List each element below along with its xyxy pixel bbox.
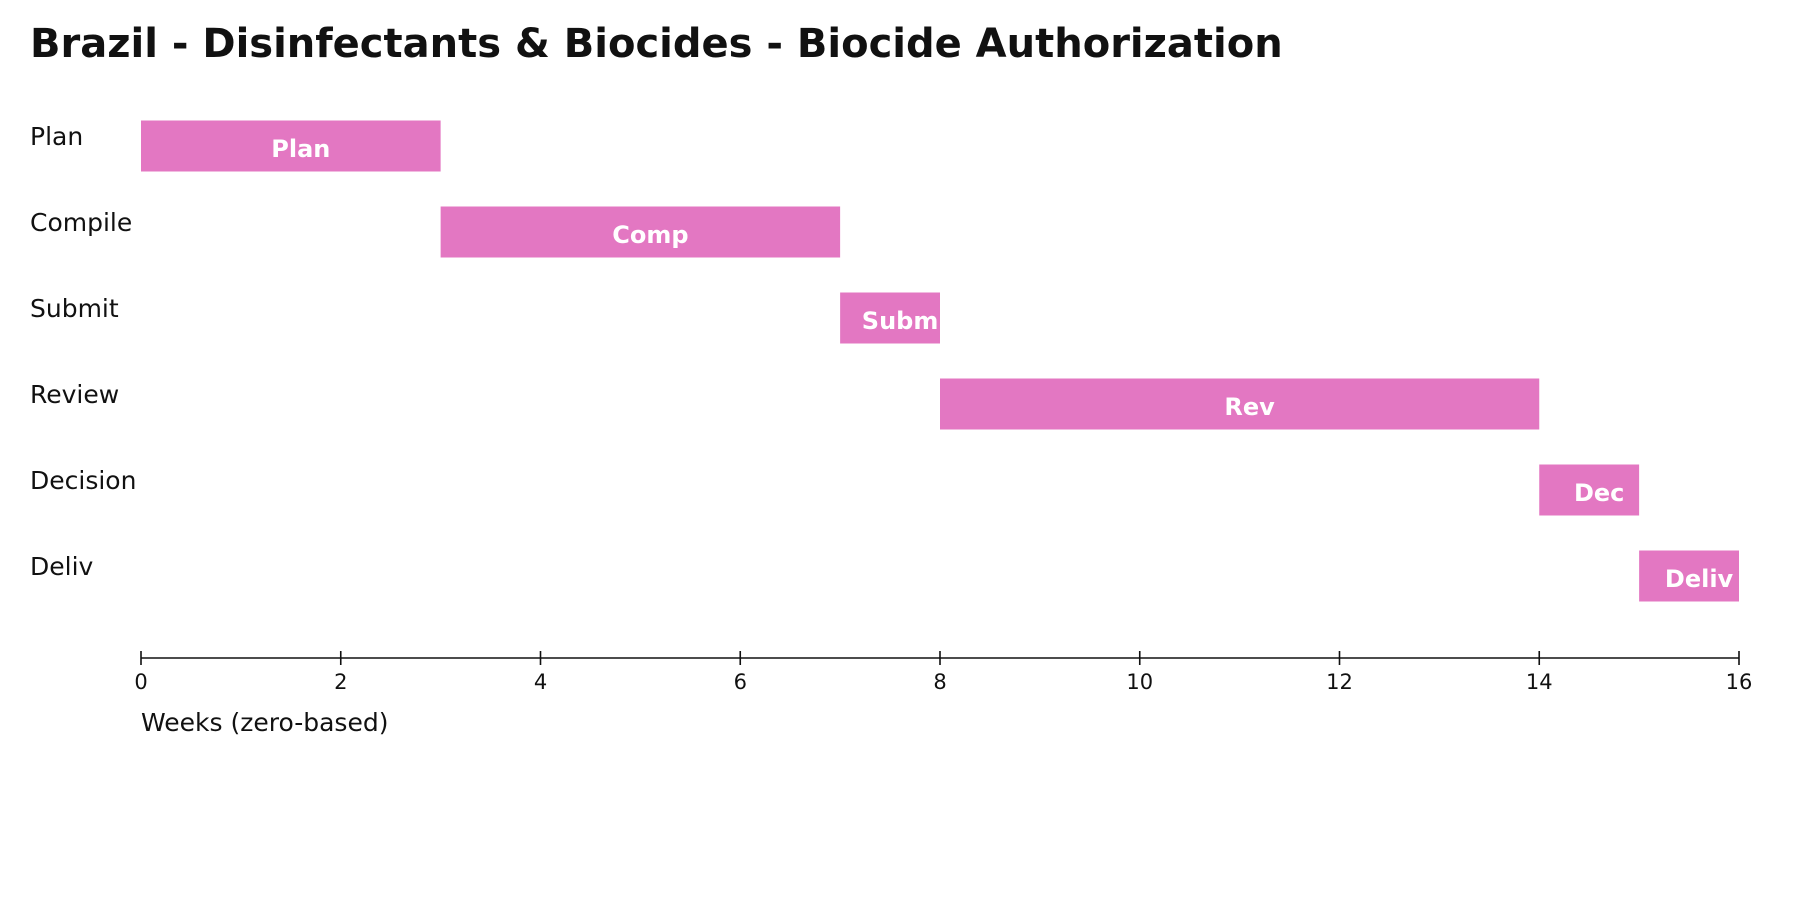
bar <box>1539 464 1640 516</box>
bar-label: Dec <box>1574 479 1624 507</box>
chart-title: Brazil - Disinfectants & Biocides - Bioc… <box>30 21 1283 67</box>
x-tick-label: 4 <box>534 670 547 694</box>
x-tick-label: 6 <box>734 670 747 694</box>
row-label: Plan <box>30 122 83 151</box>
bar <box>1639 550 1739 602</box>
bar-label: Subm <box>862 307 939 335</box>
bar <box>940 378 1540 430</box>
x-tick-label: 16 <box>1726 670 1753 694</box>
x-axis-label: Weeks (zero-based) <box>141 708 388 737</box>
row-label: Decision <box>30 466 136 495</box>
bar <box>440 206 841 258</box>
x-tick-label: 12 <box>1326 670 1353 694</box>
x-tick-label: 2 <box>334 670 347 694</box>
row-label: Compile <box>30 208 132 237</box>
bar <box>840 292 940 344</box>
row-label: Review <box>30 380 119 409</box>
bar-label: Plan <box>271 135 330 163</box>
x-tick-label: 8 <box>933 670 946 694</box>
bar-label: Comp <box>612 221 688 249</box>
x-tick-label: 10 <box>1126 670 1153 694</box>
row-label: Submit <box>30 294 119 323</box>
bar-label: Rev <box>1224 393 1275 421</box>
bar <box>141 120 441 172</box>
bar-label: Deliv <box>1665 565 1734 593</box>
x-tick-label: 14 <box>1526 670 1553 694</box>
row-label: Deliv <box>30 552 94 581</box>
x-tick-label: 0 <box>134 670 147 694</box>
